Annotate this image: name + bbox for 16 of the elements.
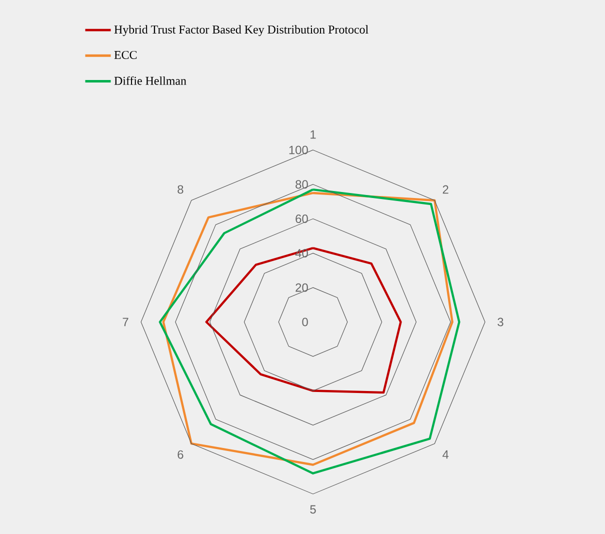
- spoke-label: 7: [122, 318, 128, 326]
- y-tick-label: 80: [296, 180, 308, 189]
- y-tick-label: 100: [289, 146, 308, 154]
- spoke-label: 1: [310, 130, 316, 139]
- y-tick-label: 60: [296, 214, 308, 224]
- spoke-label: 6: [178, 450, 184, 459]
- legend-label: Diffie Hellman: [114, 76, 186, 85]
- y-tick-label: 0: [302, 318, 308, 326]
- legend-label: Hybrid Trust Factor Based Key Distribution Protocol: [114, 25, 368, 36]
- spoke-label: 8: [178, 185, 184, 194]
- spoke-label: 3: [498, 318, 504, 326]
- spoke-label: 2: [442, 185, 448, 194]
- spoke-label: 5: [310, 505, 316, 514]
- y-tick-label: 20: [296, 283, 308, 292]
- spoke-label: 4: [442, 450, 449, 459]
- legend-label: ECC: [114, 50, 137, 59]
